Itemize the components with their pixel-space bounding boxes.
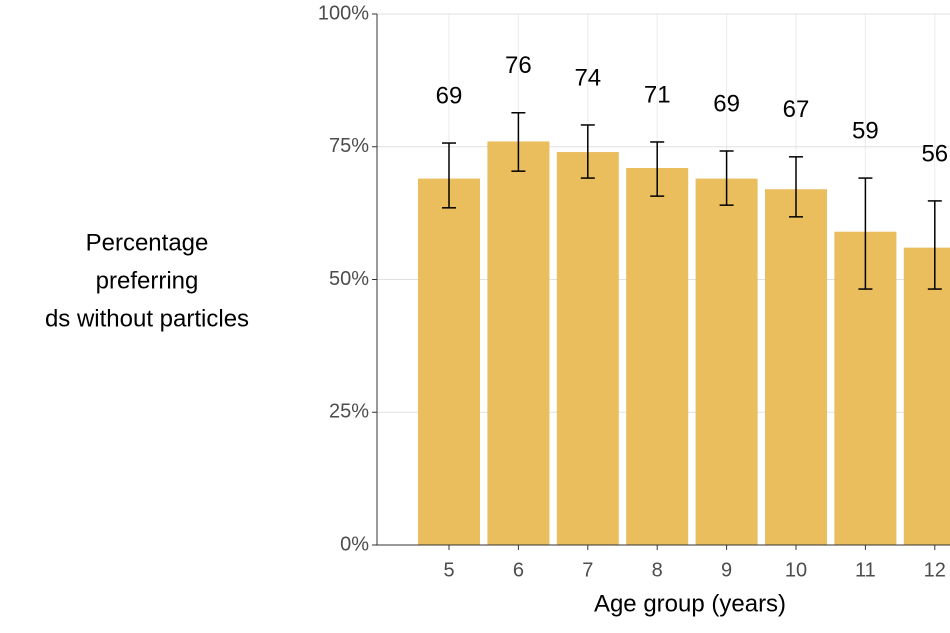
value-label: 69 — [713, 90, 740, 117]
value-label: 56 — [921, 140, 948, 167]
value-label: 74 — [574, 64, 601, 91]
value-label: 59 — [852, 117, 879, 144]
y-tick-label: 100% — [318, 2, 369, 24]
x-tick-label: 5 — [443, 559, 454, 581]
value-label: 71 — [644, 81, 671, 108]
x-tick-label: 10 — [785, 559, 807, 581]
bar — [695, 178, 758, 546]
y-tick-label: 0% — [340, 533, 369, 555]
x-axis-label: Age group (years) — [594, 590, 786, 617]
y-axis-label: Percentage — [86, 229, 209, 256]
x-tick-label: 7 — [582, 559, 593, 581]
value-label: 69 — [436, 82, 463, 109]
bar — [487, 141, 550, 545]
x-tick-label: 6 — [513, 559, 524, 581]
bar — [418, 178, 480, 546]
y-tick-label: 75% — [329, 135, 369, 157]
bar — [765, 189, 827, 546]
bar — [903, 247, 950, 545]
bar — [556, 152, 619, 545]
y-axis-label: ds without particles — [45, 305, 249, 332]
y-tick-label: 50% — [329, 268, 369, 290]
x-tick-label: 11 — [855, 559, 876, 581]
bar — [626, 167, 689, 546]
x-tick-label: 9 — [721, 559, 732, 581]
y-tick-label: 25% — [329, 401, 369, 423]
y-axis-label: preferring — [96, 267, 199, 294]
value-label: 76 — [505, 52, 532, 79]
x-tick-label: 8 — [652, 559, 663, 581]
x-tick-label: 12 — [924, 559, 946, 581]
value-label: 67 — [783, 96, 810, 123]
